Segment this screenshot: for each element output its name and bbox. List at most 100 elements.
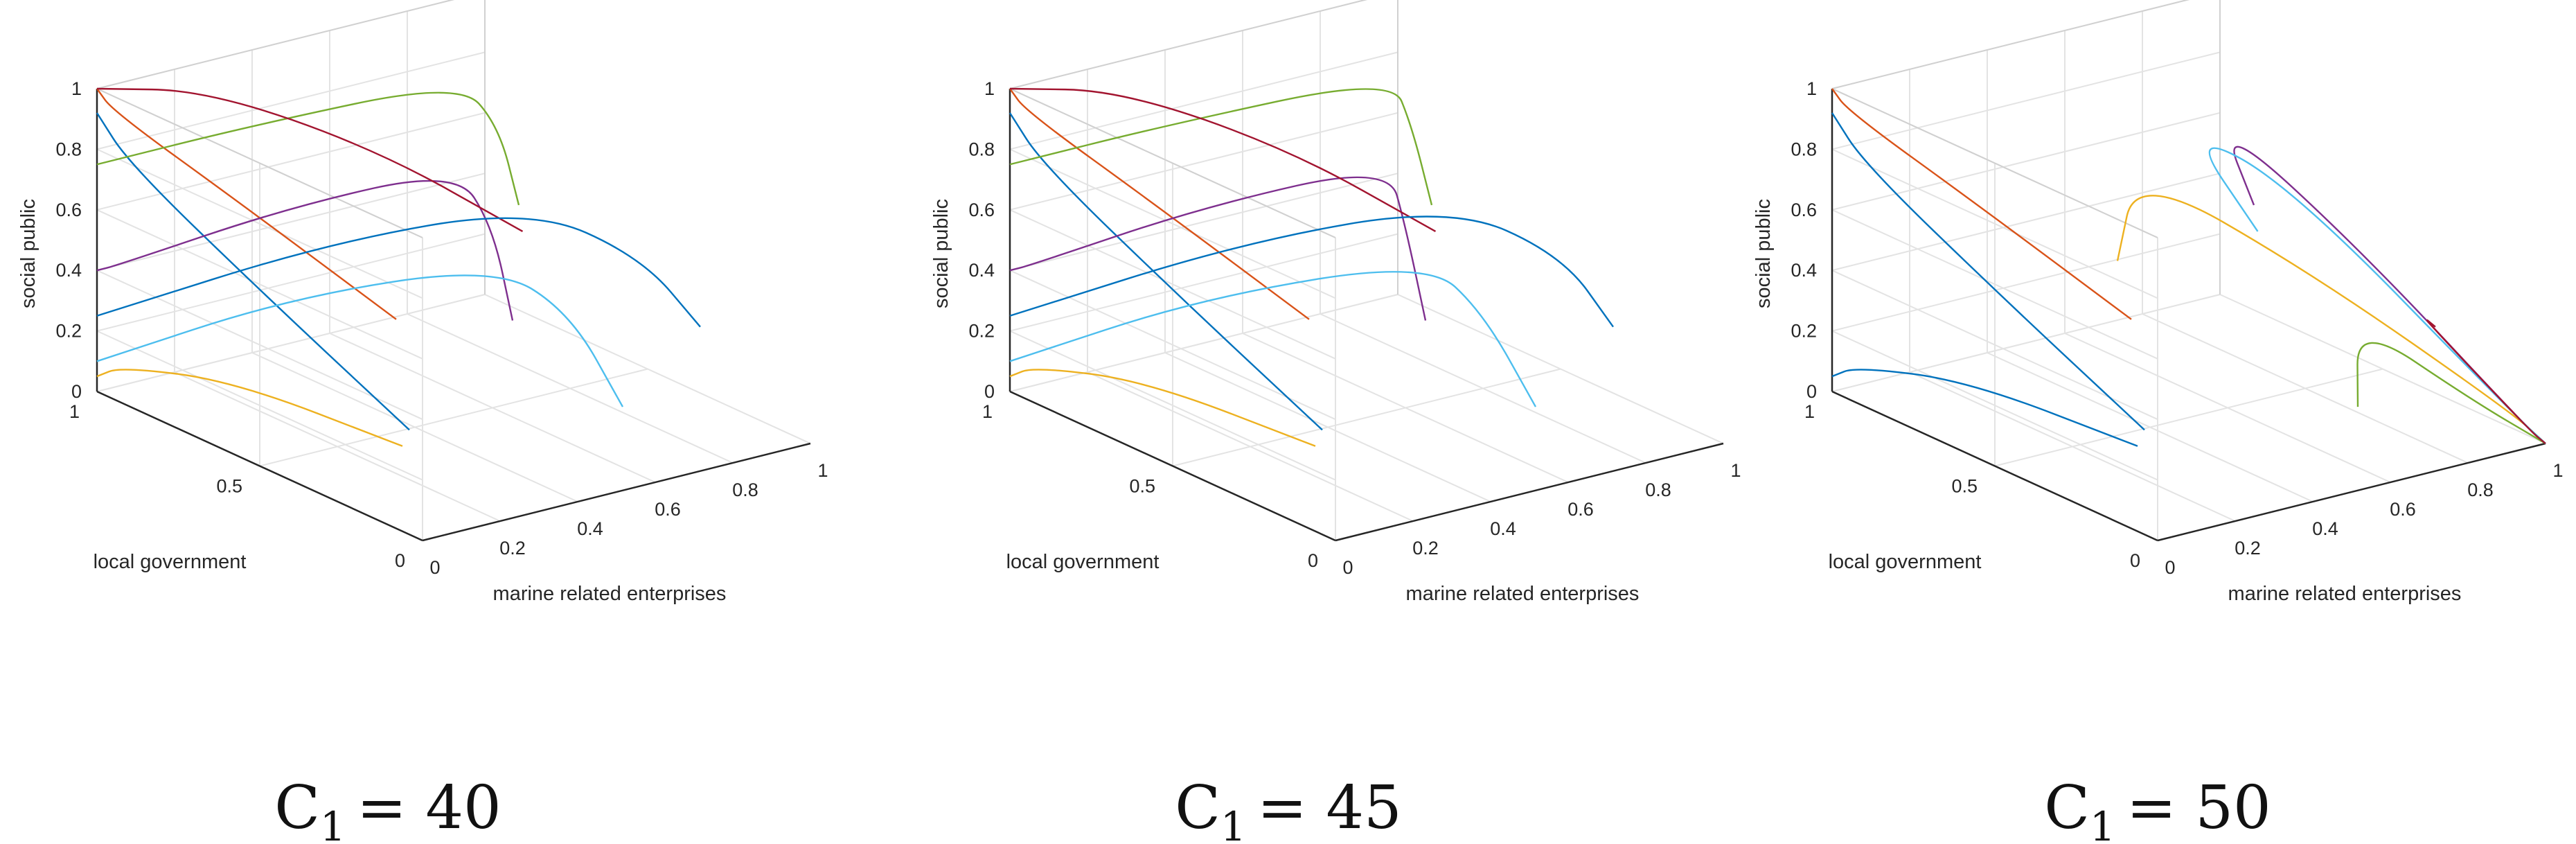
caption-panel-2: C1 = 45 <box>1175 773 1402 844</box>
trajectory-line <box>1009 216 1614 328</box>
x-axis-line <box>1335 442 1724 542</box>
x-tick-label: 1 <box>2552 460 2563 481</box>
y-tick-label: 0 <box>395 550 405 571</box>
chart-panel-2: 00.20.40.60.8100.5100.20.40.60.81marine … <box>930 0 1741 605</box>
caption-symbol: C <box>1175 773 1220 843</box>
x-tick-label: 0.4 <box>1490 518 1516 539</box>
x-tick-label: 0.2 <box>1412 538 1439 559</box>
grid-line <box>1009 233 1398 332</box>
trajectory-line <box>2426 319 2546 444</box>
z-tick-label: 0 <box>71 381 82 402</box>
x-axis-title: marine related enterprises <box>1406 583 1640 605</box>
trajectory-line <box>1009 87 1437 232</box>
y-tick-label: 1 <box>69 401 80 422</box>
box-edge <box>1831 88 2158 238</box>
trajectory-line <box>96 274 624 407</box>
y-axis-line <box>96 390 423 542</box>
z-axis-title: social public <box>17 199 39 308</box>
trajectory-line <box>96 88 397 320</box>
caption-subscript: 1 <box>1220 803 1246 844</box>
x-tick-label: 0 <box>2165 557 2175 578</box>
box-edge <box>96 88 423 238</box>
z-tick-label: 0.6 <box>968 200 995 220</box>
x-tick-label: 0.8 <box>2467 480 2494 500</box>
trajectories <box>1831 88 2546 447</box>
trajectory-line <box>1831 112 2145 431</box>
trajectory-line <box>1009 369 1316 447</box>
y-axis-title: local government <box>94 551 247 573</box>
z-tick-label: 0 <box>1806 381 1817 402</box>
trajectory-line <box>2116 195 2546 444</box>
grid-line <box>1009 0 1368 89</box>
y-tick-label: 1 <box>982 401 993 422</box>
panels: 00.20.40.60.8100.5100.20.40.60.81marine … <box>17 0 2564 605</box>
trajectories <box>1009 87 1614 447</box>
grid-line <box>96 233 486 332</box>
caption-value: = 40 <box>357 773 501 843</box>
x-tick-label: 0 <box>429 557 440 578</box>
trajectory-line <box>1009 271 1537 407</box>
z-axis-title: social public <box>1752 199 1775 308</box>
trajectory-line <box>2356 342 2546 445</box>
x-tick-label: 0.6 <box>1567 499 1594 520</box>
y-axis-line <box>1831 390 2158 542</box>
x-tick-label: 0.4 <box>577 518 603 539</box>
z-tick-label: 1 <box>1806 78 1817 99</box>
grid-line <box>1009 51 1398 150</box>
y-tick-label: 0.5 <box>216 476 242 497</box>
y-axis-line <box>1009 390 1336 542</box>
grid-line <box>1831 51 2221 150</box>
y-tick-label: 0.5 <box>1129 476 1155 497</box>
grid-line <box>96 51 486 150</box>
z-tick-label: 0.6 <box>55 200 82 220</box>
caption-panel-3: C1 = 50 <box>2044 773 2271 844</box>
z-tick-label: 0.4 <box>1791 260 1817 281</box>
grid-line <box>1009 294 1398 392</box>
z-tick-label: 0.2 <box>55 321 82 342</box>
y-axis-title: local government <box>1006 551 1160 573</box>
x-axis-line <box>422 442 811 542</box>
y-tick-label: 0 <box>2130 550 2140 571</box>
chart-panel-3: 00.20.40.60.8100.5100.20.40.60.81marine … <box>1752 0 2564 605</box>
trajectory-line <box>1009 88 1310 320</box>
grid-line <box>1831 112 2221 211</box>
x-tick-label: 0.2 <box>2235 538 2261 559</box>
trajectories <box>96 87 701 447</box>
caption-subscript: 1 <box>320 803 346 844</box>
caption-panel-1: C1 = 40 <box>274 773 501 844</box>
box-edge <box>1009 88 1336 238</box>
trajectory-line <box>96 87 524 232</box>
grid-line <box>96 294 486 392</box>
z-tick-label: 0.2 <box>1791 321 1817 342</box>
grid-line <box>1831 233 2221 332</box>
grid-line <box>96 173 486 272</box>
x-tick-label: 1 <box>817 460 828 481</box>
grid-line <box>1172 368 1561 467</box>
chart-panel-1: 00.20.40.60.8100.5100.20.40.60.81marine … <box>17 0 828 605</box>
trajectory-line <box>1009 112 1323 431</box>
x-tick-label: 0.8 <box>732 480 758 500</box>
z-tick-label: 0.4 <box>968 260 995 281</box>
grid-line <box>96 0 455 89</box>
z-tick-label: 0.4 <box>55 260 82 281</box>
z-tick-label: 0.8 <box>968 139 995 159</box>
x-tick-label: 0.6 <box>655 499 681 520</box>
z-tick-label: 0.2 <box>968 321 995 342</box>
grid-line <box>1831 0 2190 89</box>
trajectory-line <box>1009 88 1433 206</box>
x-tick-label: 0.4 <box>2312 518 2338 539</box>
z-tick-label: 0.6 <box>1791 200 1817 220</box>
grid-line <box>1831 294 2221 392</box>
trajectory-line <box>1009 176 1427 321</box>
x-axis-title: marine related enterprises <box>2228 583 2462 605</box>
captions: C1 = 40 C1 = 45 C1 = 50 <box>274 773 2271 844</box>
caption-subscript: 1 <box>2090 803 2115 844</box>
grid-line <box>1994 368 2383 467</box>
grid-line <box>259 368 648 467</box>
caption-symbol: C <box>2044 773 2090 843</box>
x-tick-label: 0 <box>1342 557 1353 578</box>
z-tick-label: 0 <box>984 381 995 402</box>
